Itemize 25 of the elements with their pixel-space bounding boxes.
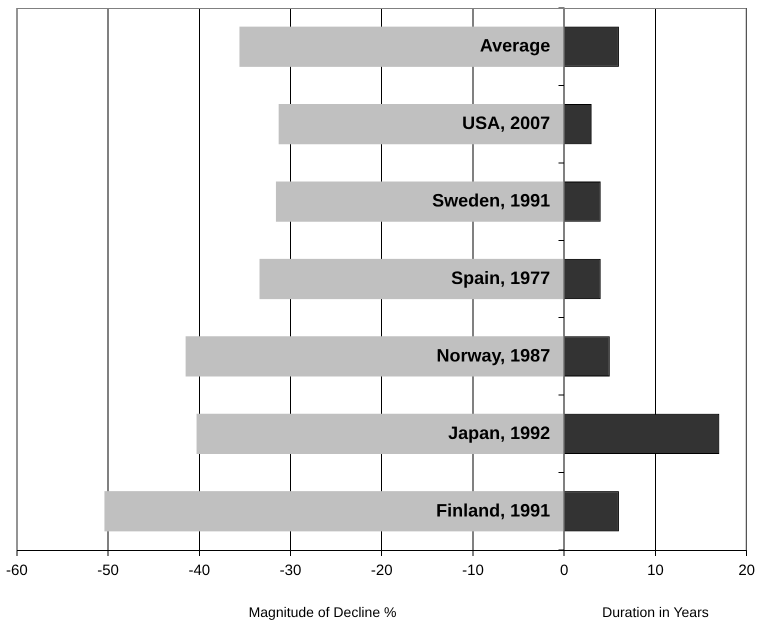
bar [196, 414, 564, 454]
y-tick-label: Sweden, 1991 [432, 190, 550, 211]
x-tick-label: 20 [738, 562, 755, 580]
y-tick-label: Japan, 1992 [448, 422, 550, 443]
text: Duration in Years [602, 604, 709, 620]
x-axis-title: Magnitude of Decline % [248, 604, 396, 620]
y-tick-label: USA, 2007 [462, 113, 550, 134]
y-tick-label: Average [480, 36, 550, 56]
y-tick-label: Finland, 1991 [436, 500, 550, 520]
x-tick-label: 10 [647, 562, 664, 580]
y-tick-label: Norway, 1987 [436, 345, 550, 366]
bar [186, 336, 564, 377]
x-tick-label: -30 [280, 562, 302, 580]
x-tick-label: 0 [560, 562, 568, 580]
bar [239, 26, 564, 67]
x-tick-label: -10 [462, 562, 484, 580]
x-tick-label: -20 [370, 562, 393, 580]
x-tick-label: -60 [6, 562, 28, 580]
bar [276, 181, 564, 222]
bar [260, 258, 564, 300]
x-tick-label: -40 [188, 562, 210, 580]
y-tick-label: Spain, 1977 [451, 268, 550, 288]
bar [278, 104, 564, 144]
x-tick-label: -50 [97, 562, 119, 580]
bar [104, 491, 564, 532]
